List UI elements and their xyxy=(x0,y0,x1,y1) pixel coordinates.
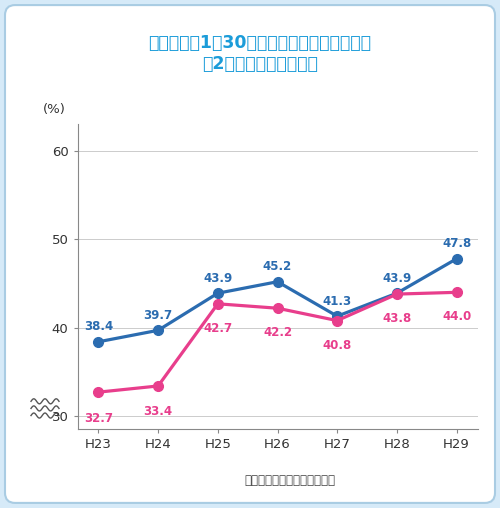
Text: 40.8: 40.8 xyxy=(322,339,352,352)
Text: 男性: 男性 xyxy=(262,346,278,360)
Text: 43.8: 43.8 xyxy=(382,312,412,325)
Text: 33.4: 33.4 xyxy=(144,405,172,419)
Text: 42.2: 42.2 xyxy=(263,326,292,339)
Text: 43.9: 43.9 xyxy=(203,272,232,285)
Text: 43.9: 43.9 xyxy=(382,272,412,285)
Text: 44.0: 44.0 xyxy=(442,310,471,324)
Text: (%): (%) xyxy=(42,103,66,116)
Text: 38.4: 38.4 xyxy=(84,321,113,333)
Text: 女性: 女性 xyxy=(402,346,418,360)
Text: 42.7: 42.7 xyxy=(203,322,232,335)
FancyBboxPatch shape xyxy=(5,5,495,503)
Text: 週2日以上する人の割合: 週2日以上する人の割合 xyxy=(202,54,318,73)
Text: 39.7: 39.7 xyxy=(144,309,172,322)
Text: 45.2: 45.2 xyxy=(263,261,292,273)
Text: 奈良県民で1日30分以上の運動・スポーツを: 奈良県民で1日30分以上の運動・スポーツを xyxy=(148,34,372,52)
Text: 41.3: 41.3 xyxy=(322,295,352,308)
Text: 出典：なら健康長寿基礎調査: 出典：なら健康長寿基礎調査 xyxy=(244,473,336,487)
Text: 47.8: 47.8 xyxy=(442,237,471,250)
Text: 32.7: 32.7 xyxy=(84,411,113,425)
